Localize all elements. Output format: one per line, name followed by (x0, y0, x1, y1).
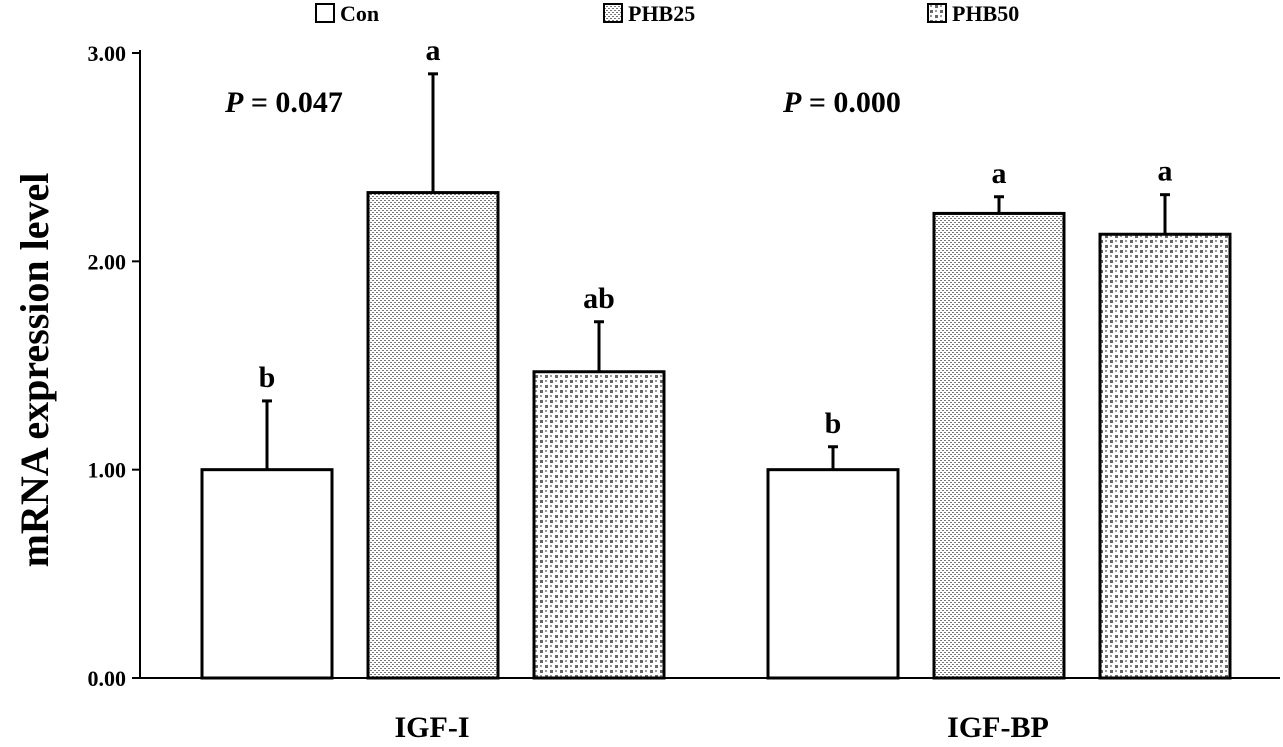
significance-letter: a (426, 34, 441, 67)
significance-letter: b (825, 407, 842, 440)
p-value-symbol: P (224, 86, 244, 119)
p-value-annotation: P = 0.000 (782, 86, 901, 119)
bar (200, 468, 334, 680)
significance-letter: a (1158, 155, 1173, 188)
bar (932, 211, 1066, 680)
legend-swatch-phb50 (927, 3, 947, 23)
y-tick-label: 0.00 (88, 666, 127, 691)
y-axis-label: mRNA expression level (12, 173, 57, 568)
p-value-text: = 0.000 (801, 86, 901, 119)
p-value-text: = 0.047 (243, 86, 343, 119)
significance-letter: ab (583, 282, 615, 315)
p-value-annotation: P = 0.047 (224, 86, 343, 119)
legend-label: PHB25 (628, 1, 695, 26)
significance-letter: b (259, 361, 276, 394)
legend-swatch-phb25 (603, 3, 623, 23)
legend-swatch-con (315, 3, 335, 23)
x-tick-label: IGF-I (395, 711, 470, 742)
significance-letter: a (992, 157, 1007, 190)
legend-label: Con (340, 1, 379, 26)
bar (766, 468, 900, 680)
y-tick-label: 3.00 (88, 41, 127, 66)
bar (1098, 232, 1232, 680)
bar (366, 191, 500, 680)
p-value-symbol: P (782, 86, 802, 119)
legend-label: PHB50 (952, 1, 1019, 26)
y-tick-label: 2.00 (88, 249, 127, 274)
y-ticks: 0.00 1.00 2.00 3.00 (88, 41, 140, 691)
legend: Con PHB25 PHB50 (315, 1, 1019, 26)
bar (532, 370, 666, 680)
bars: b a ab b a a (200, 34, 1232, 680)
y-tick-label: 1.00 (88, 458, 127, 483)
x-tick-label: IGF-BP (947, 711, 1049, 742)
